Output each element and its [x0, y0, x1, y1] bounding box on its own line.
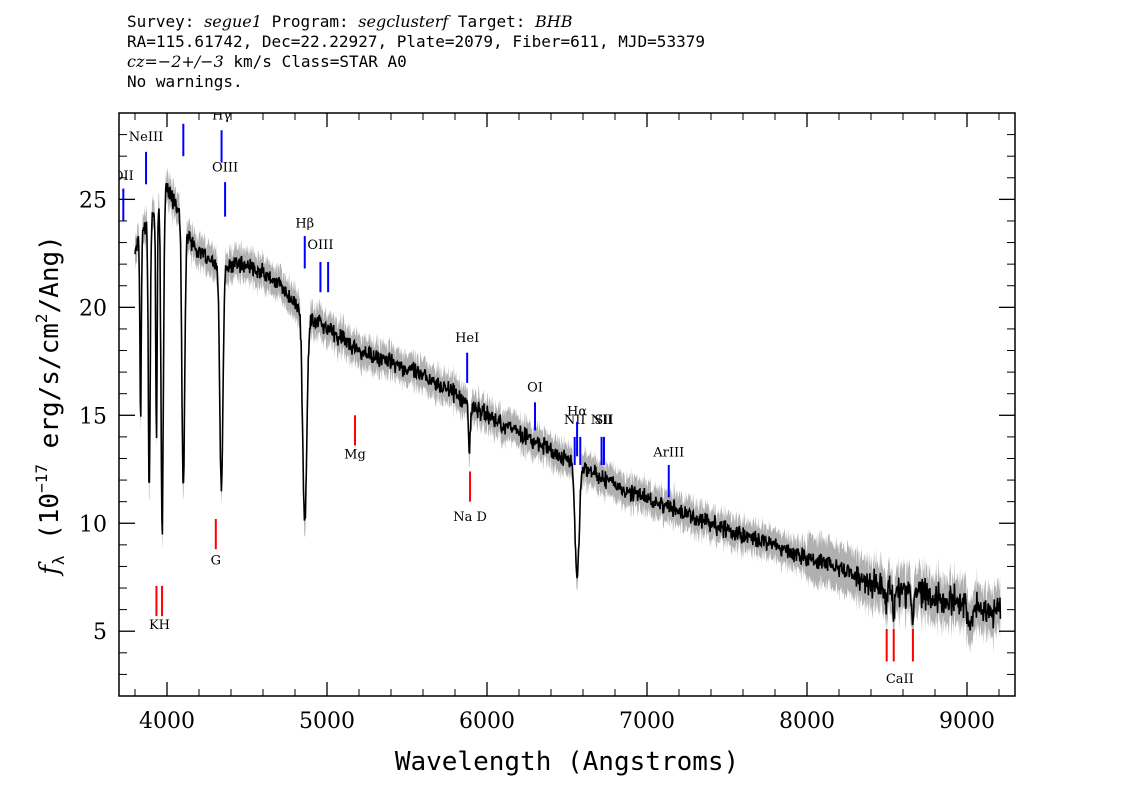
- emission-line-label: Hγ: [212, 108, 231, 123]
- emission-line-label: SII: [594, 413, 613, 428]
- target-label: Target:: [457, 12, 526, 31]
- header-warnings: No warnings.: [127, 72, 243, 91]
- emission-line-label: OIII: [212, 160, 238, 175]
- emission-line-label: Hδ: [174, 102, 193, 117]
- header-line-2: RA=115.61742, Dec=22.22927, Plate=2079, …: [127, 32, 705, 51]
- absorption-line-label: KH: [149, 618, 170, 633]
- emission-line-label: OII: [113, 169, 134, 184]
- absorption-line-label: G: [211, 553, 221, 568]
- x-axis-title: Wavelength (Angstroms): [395, 747, 739, 777]
- axis-ticks: 4000 5000 6000 7000 8000 9000 5 10 15 20 25: [79, 113, 1015, 734]
- emission-line-label: OIII: [307, 238, 333, 253]
- survey-label: Survey:: [127, 12, 195, 31]
- emission-line-label: NII: [564, 413, 586, 428]
- cz-value: −2+/−3: [157, 52, 224, 71]
- emission-line-label: OI: [527, 381, 543, 396]
- x-tick-label: 4000: [139, 709, 195, 734]
- emission-line-label: HeI: [455, 331, 479, 346]
- flux-line: [134, 183, 1002, 631]
- x-tick-label: 6000: [459, 709, 515, 734]
- y-tick-label: 5: [93, 620, 107, 645]
- target-value: BHB: [535, 12, 573, 31]
- error-band: [135, 166, 1001, 655]
- header-line-1: Survey: segue1 Program: segclusterf Targ…: [127, 12, 705, 32]
- plot-frame: [118, 112, 1016, 697]
- flux-series: [134, 183, 1002, 631]
- absorption-line-label: Mg: [344, 447, 366, 462]
- y-tick-label: 10: [79, 512, 107, 537]
- y-tick-label: 20: [79, 296, 107, 321]
- emission-line-label: NeIII: [129, 130, 163, 145]
- x-tick-label: 8000: [779, 709, 835, 734]
- spectrum-header: Survey: segue1 Program: segclusterf Targ…: [127, 12, 705, 92]
- x-tick-label: 9000: [939, 709, 995, 734]
- emission-line-label: Hβ: [295, 216, 314, 231]
- y-axis-title: fλ (10−17 erg/s/cm2/Ang): [32, 235, 68, 577]
- absorption-line-label: CaII: [886, 672, 914, 687]
- y-tick-label: 15: [79, 404, 107, 429]
- program-label: Program:: [271, 12, 349, 31]
- emission-line-label: ArIII: [652, 445, 684, 460]
- absorption-line-label: Na D: [453, 510, 487, 525]
- cz-rest: km/s Class=STAR A0: [223, 52, 407, 71]
- x-tick-label: 7000: [619, 709, 675, 734]
- x-tick-label: 5000: [299, 709, 355, 734]
- y-tick-label: 25: [79, 188, 107, 213]
- program-value: segclusterf: [358, 12, 449, 31]
- flux-error-band: [135, 166, 1001, 655]
- header-line-3: cz=−2+/−3 km/s Class=STAR A0: [127, 52, 705, 72]
- emission-line-label: NII: [591, 413, 613, 428]
- emission-line-label: Hα: [567, 404, 587, 419]
- cz-label: cz=: [127, 52, 158, 71]
- survey-value: segue1: [204, 12, 262, 31]
